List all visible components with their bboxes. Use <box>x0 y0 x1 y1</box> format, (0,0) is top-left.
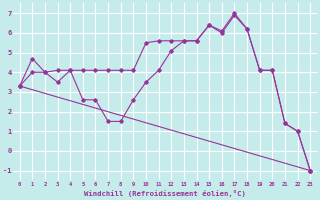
X-axis label: Windchill (Refroidissement éolien,°C): Windchill (Refroidissement éolien,°C) <box>84 190 246 197</box>
